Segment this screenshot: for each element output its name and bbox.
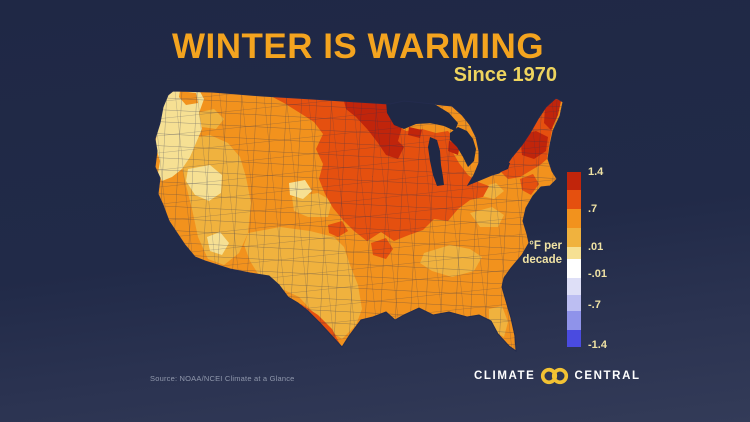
page-subtitle: Since 1970 [453,64,557,86]
legend-tick-.01: .01 [588,241,604,254]
legend-band-orange [567,208,581,228]
legend-band-dark-red [567,172,581,191]
legend-band-white [567,258,581,278]
legend-band-light-blue [567,294,581,312]
lake-michigan [428,137,444,186]
lake-huron [450,127,476,167]
legend-band-medium-blue [567,311,581,330]
source-attribution: Source: NOAA/NCEI Climate at a Glance [150,374,295,383]
legend-tick-.7: .7 [588,202,598,215]
legend-band-blue [567,329,581,347]
us-choropleth-map [154,90,564,353]
legend-unit-label: °F per decade [522,240,562,268]
legend-tick--1.4: -1.4 [588,339,607,352]
legend-band-pale-yellow [567,247,581,259]
legend-unit-line2: decade [522,253,562,266]
interlocking-rings-icon [541,367,569,385]
legend-color-bar [567,172,581,347]
legend-band-red-orange [567,190,581,209]
us-outline [154,90,564,353]
climate-central-logo: CLIMATE CENTRAL [474,366,641,386]
color-scale-legend: 1.4 .7 .01 -.01 -.7 -1.4 [567,166,687,351]
legend-tick--.01: -.01 [588,267,607,280]
legend-tick-1.4: 1.4 [588,166,604,178]
legend-band-gold [567,228,581,248]
lake-superior [386,97,458,131]
logo-word-climate: CLIMATE [474,370,536,382]
division-grid-b [155,91,563,351]
page-title: WINTER IS WARMING [171,27,545,66]
logo-word-central: CENTRAL [574,370,641,382]
legend-tick--.7: -.7 [588,299,601,311]
legend-unit-line1: °F per [529,240,562,252]
legend-band-palest-blue [567,277,581,295]
